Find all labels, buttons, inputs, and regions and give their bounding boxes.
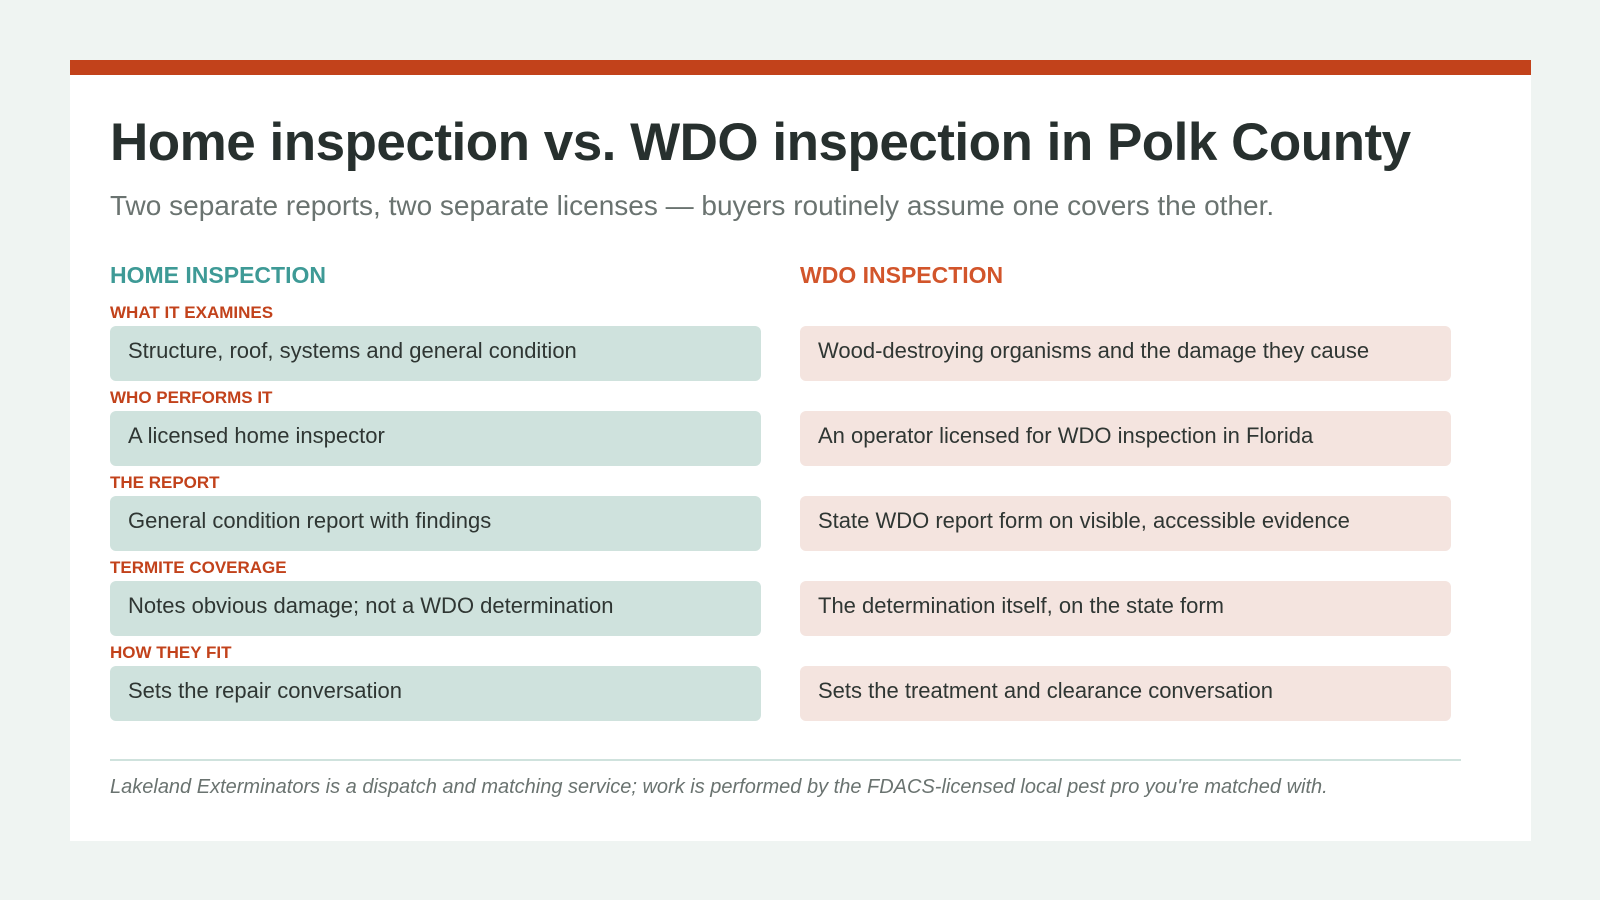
wdo-cell-the-report: State WDO report form on visible, access… xyxy=(800,496,1451,551)
accent-bar xyxy=(70,60,1531,75)
row-label-termite-coverage: TERMITE COVERAGE xyxy=(110,558,287,577)
comparison-card: Home inspection vs. WDO inspection in Po… xyxy=(70,60,1531,841)
column-header-home-inspection: HOME INSPECTION xyxy=(110,262,326,288)
home-cell-how-they-fit: Sets the repair conversation xyxy=(110,666,761,721)
row-label-how-they-fit: HOW THEY FIT xyxy=(110,643,232,662)
wdo-cell-termite-coverage: The determination itself, on the state f… xyxy=(800,581,1451,636)
column-header-wdo-inspection: WDO INSPECTION xyxy=(800,262,1004,288)
home-cell-what-it-examines: Structure, roof, systems and general con… xyxy=(110,326,761,381)
footnote: Lakeland Exterminators is a dispatch and… xyxy=(110,776,1328,798)
row-label-who-performs-it: WHO PERFORMS IT xyxy=(110,388,273,407)
footer-divider xyxy=(110,759,1461,761)
wdo-cell-how-they-fit: Sets the treatment and clearance convers… xyxy=(800,666,1451,721)
home-cell-who-performs-it: A licensed home inspector xyxy=(110,411,761,466)
home-cell-termite-coverage: Notes obvious damage; not a WDO determin… xyxy=(110,581,761,636)
row-label-what-it-examines: WHAT IT EXAMINES xyxy=(110,303,274,322)
wdo-cell-who-performs-it: An operator licensed for WDO inspection … xyxy=(800,411,1451,466)
page-subtitle: Two separate reports, two separate licen… xyxy=(110,190,1275,221)
page-title: Home inspection vs. WDO inspection in Po… xyxy=(110,113,1411,172)
row-label-the-report: THE REPORT xyxy=(110,473,220,492)
wdo-cell-what-it-examines: Wood-destroying organisms and the damage… xyxy=(800,326,1451,381)
home-cell-the-report: General condition report with findings xyxy=(110,496,761,551)
